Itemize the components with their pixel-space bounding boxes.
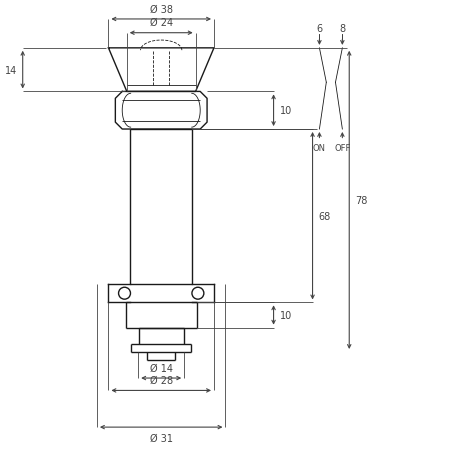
Text: 78: 78 — [354, 196, 367, 206]
Text: Ø 24: Ø 24 — [149, 18, 173, 28]
Text: 6: 6 — [316, 24, 322, 34]
Text: Ø 31: Ø 31 — [149, 433, 172, 442]
Text: 10: 10 — [279, 310, 291, 320]
Text: Ø 14: Ø 14 — [149, 363, 172, 373]
Text: OFF: OFF — [333, 144, 350, 152]
Text: Ø 28: Ø 28 — [149, 375, 173, 385]
Text: ON: ON — [312, 144, 325, 152]
Text: 14: 14 — [5, 66, 17, 75]
Text: Ø 38: Ø 38 — [149, 5, 172, 14]
Text: 10: 10 — [279, 106, 291, 116]
Text: 68: 68 — [318, 211, 330, 221]
Text: 8: 8 — [339, 24, 345, 34]
